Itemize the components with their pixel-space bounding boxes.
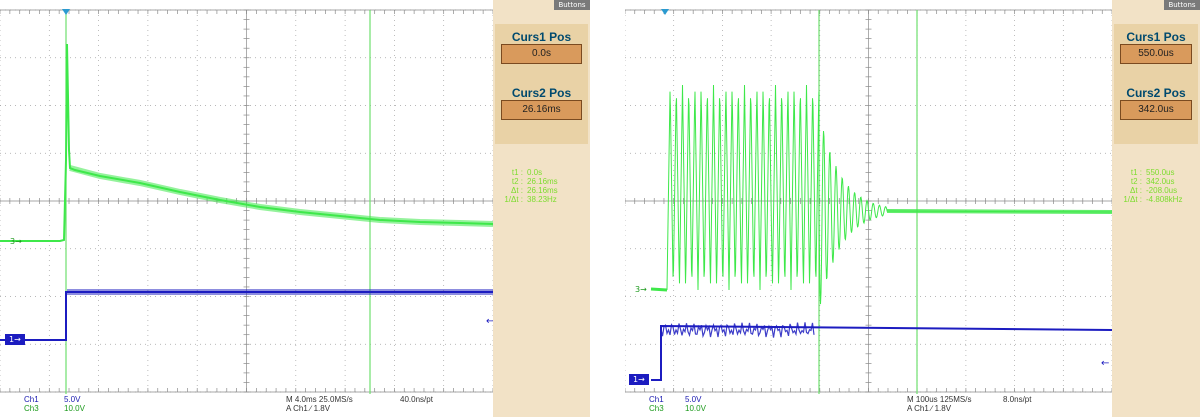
timebase-readout: M 100us 125MS/s — [907, 395, 972, 404]
trigger-readout: A Ch1 ∕ 1.8V — [286, 404, 331, 413]
ch3-ground-marker[interactable]: 3→ — [635, 285, 647, 294]
ch1-scale: 5.0V — [64, 395, 81, 404]
curs2-label: Curs2 Pos — [1126, 86, 1186, 100]
cursor-side-menu: Buttons Curs1 Pos 0.0s Curs2 Pos 26.16ms… — [493, 0, 590, 417]
ch3-label: Ch3 — [649, 404, 664, 413]
cursor-readout: t1 :0.0s t2 :26.16ms Δt :26.16ms 1/Δt :3… — [504, 168, 558, 204]
trigger-position-marker[interactable] — [62, 9, 70, 15]
curs1-pos-button[interactable]: Curs1 Pos 0.0s — [495, 24, 588, 88]
waveform-display: ← 3→ 1→ Ch1 5.0V Ch3 10.0V M 100us 125MS… — [625, 0, 1112, 417]
ch3-scale: 10.0V — [685, 404, 706, 413]
curs1-pos-button[interactable]: Curs1 Pos 550.0us — [1114, 24, 1198, 88]
graticule — [625, 9, 1112, 393]
ch3-label: Ch3 — [24, 404, 39, 413]
ch1-label: Ch1 — [24, 395, 39, 404]
curs2-value[interactable]: 342.0us — [1120, 100, 1192, 120]
ch1-trace — [651, 324, 1112, 381]
ch1-ground-marker[interactable]: 1→ — [5, 334, 25, 345]
waveform-display: ← 3→ 1→ Ch1 5.0V Ch3 10.0V M 4.0ms 25.0M… — [0, 0, 493, 417]
sample-interval: 40.0ns/pt — [400, 395, 433, 404]
curs1-label: Curs1 Pos — [1126, 30, 1186, 44]
graticule — [0, 9, 493, 393]
ch3-ground-marker[interactable]: 3→ — [10, 237, 22, 246]
scope-screenshot-left: ← 3→ 1→ Ch1 5.0V Ch3 10.0V M 4.0ms 25.0M… — [0, 0, 590, 417]
sample-interval: 8.0ns/pt — [1003, 395, 1032, 404]
curs2-value[interactable]: 26.16ms — [501, 100, 582, 120]
curs2-pos-button[interactable]: Curs2 Pos 342.0us — [1114, 80, 1198, 144]
cursor-readout: t1 :550.0us t2 :342.0us Δt : -208.0us 1/Δ… — [1123, 168, 1183, 204]
timebase-readout: M 4.0ms 25.0MS/s — [286, 395, 353, 404]
curs1-value[interactable]: 0.0s — [501, 44, 582, 64]
ch1-ground-marker[interactable]: 1→ — [629, 374, 649, 385]
cursor-side-menu: Buttons Curs1 Pos 550.0us Curs2 Pos 342.… — [1112, 0, 1200, 417]
trigger-readout: A Ch1 ∕ 1.8V — [907, 404, 952, 413]
curs2-label: Curs2 Pos — [511, 86, 572, 100]
curs1-label: Curs1 Pos — [511, 30, 572, 44]
curs2-pos-button[interactable]: Curs2 Pos 26.16ms — [495, 80, 588, 144]
svg-text:←: ← — [1101, 358, 1109, 369]
ch3-scale: 10.0V — [64, 404, 85, 413]
svg-text:←: ← — [486, 316, 493, 327]
buttons-tab[interactable]: Buttons — [554, 0, 590, 10]
ch3-trace — [651, 84, 1112, 305]
buttons-tab[interactable]: Buttons — [1164, 0, 1200, 10]
trigger-position-marker[interactable] — [661, 9, 669, 15]
scope-screenshot-right: ← 3→ 1→ Ch1 5.0V Ch3 10.0V M 100us 125MS… — [625, 0, 1200, 417]
ch1-scale: 5.0V — [685, 395, 702, 404]
ch1-label: Ch1 — [649, 395, 664, 404]
curs1-value[interactable]: 550.0us — [1120, 44, 1192, 64]
